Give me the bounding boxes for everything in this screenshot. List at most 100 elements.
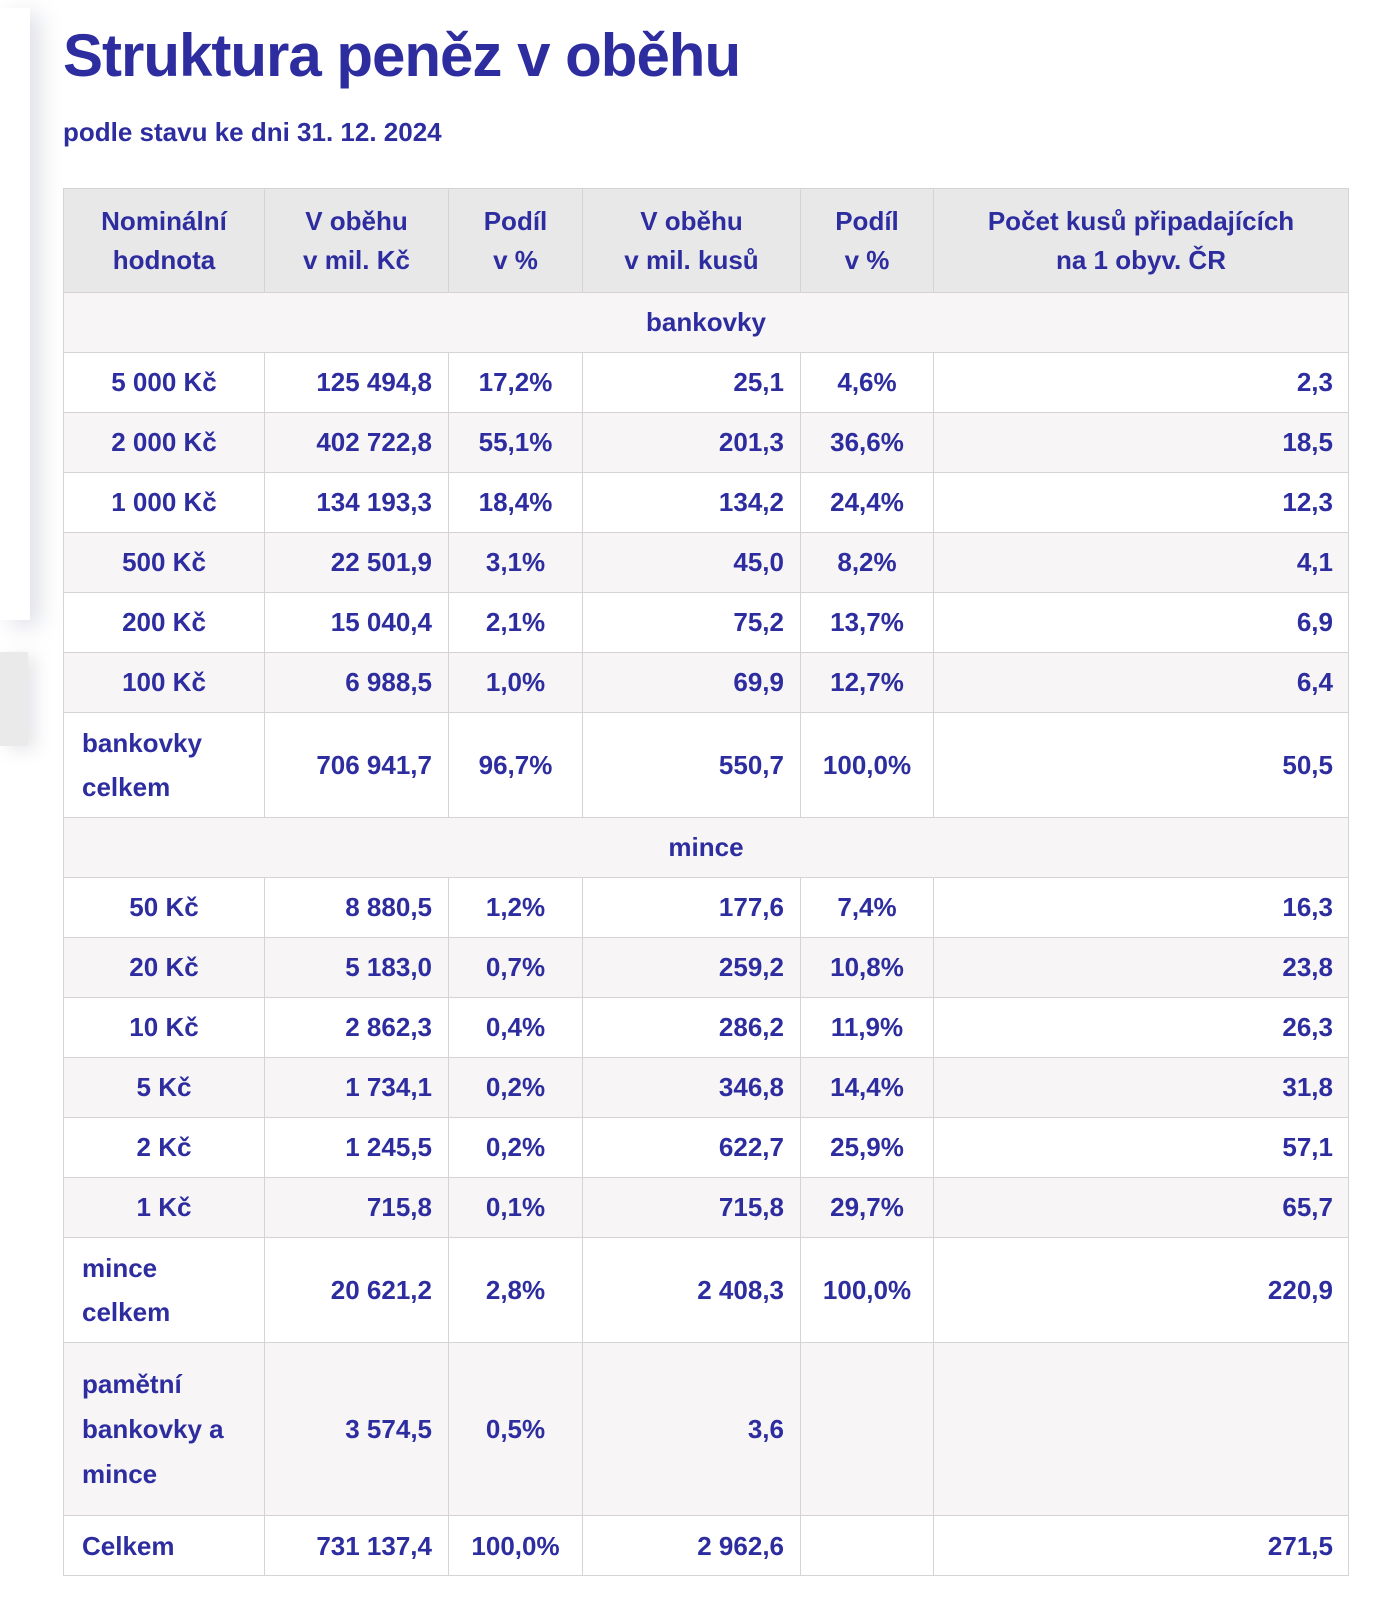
- cell-pieces-per-capita: 57,1: [933, 1117, 1349, 1178]
- cell-nominal-value: mince celkem: [63, 1237, 265, 1343]
- cell-pieces-per-capita: 65,7: [933, 1177, 1349, 1238]
- cell-circulation-mil-pieces: 2 962,6: [582, 1515, 801, 1576]
- cell-nominal-value: 2 Kč: [63, 1117, 265, 1178]
- cell-pieces-per-capita: 6,9: [933, 592, 1349, 653]
- cell-share-pct-pieces: [800, 1342, 934, 1516]
- cell-nominal-value: 2 000 Kč: [63, 412, 265, 473]
- cell-share-pct-kc: 55,1%: [448, 412, 583, 473]
- table-row: 50 Kč 8 880,5 1,2% 177,6 7,4% 16,3: [63, 877, 1349, 938]
- cell-share-pct-pieces: 11,9%: [800, 997, 934, 1058]
- cell-circulation-mil-pieces: 3,6: [582, 1342, 801, 1516]
- cell-share-pct-kc: 17,2%: [448, 352, 583, 413]
- cell-circulation-mil-kc: 22 501,9: [264, 532, 449, 593]
- money-structure-table: Nominální hodnota V oběhu v mil. Kč Podí…: [63, 188, 1349, 1576]
- cell-share-pct-pieces: 10,8%: [800, 937, 934, 998]
- cell-share-pct-pieces: 24,4%: [800, 472, 934, 533]
- cell-nominal-value: 5 Kč: [63, 1057, 265, 1118]
- cell-share-pct-kc: 0,5%: [448, 1342, 583, 1516]
- cell-nominal-value: bankovky celkem: [63, 712, 265, 818]
- table-row: 5 000 Kč 125 494,8 17,2% 25,1 4,6% 2,3: [63, 352, 1349, 413]
- table-row: 500 Kč 22 501,9 3,1% 45,0 8,2% 4,1: [63, 532, 1349, 593]
- cell-nominal-value: 1 Kč: [63, 1177, 265, 1238]
- section-row: mince: [63, 817, 1349, 878]
- cell-share-pct-kc: 2,8%: [448, 1237, 583, 1343]
- column-header-share-pct-pieces: Podíl v %: [800, 188, 934, 293]
- cell-nominal-value: 20 Kč: [63, 937, 265, 998]
- cell-pieces-per-capita: 26,3: [933, 997, 1349, 1058]
- as-of-date-subtitle: podle stavu ke dni 31. 12. 2024: [63, 117, 442, 147]
- cell-circulation-mil-pieces: 177,6: [582, 877, 801, 938]
- total-row: mince celkem 20 621,2 2,8% 2 408,3 100,0% 220…: [63, 1237, 1349, 1343]
- cell-pieces-per-capita: 50,5: [933, 712, 1349, 818]
- cell-circulation-mil-pieces: 2 408,3: [582, 1237, 801, 1343]
- cell-circulation-mil-pieces: 201,3: [582, 412, 801, 473]
- cell-nominal-value: 1 000 Kč: [63, 472, 265, 533]
- cell-circulation-mil-kc: 125 494,8: [264, 352, 449, 413]
- cell-circulation-mil-kc: 134 193,3: [264, 472, 449, 533]
- total-row: bankovky celkem 706 941,7 96,7% 550,7 100,0%…: [63, 712, 1349, 818]
- table-row: 100 Kč 6 988,5 1,0% 69,9 12,7% 6,4: [63, 652, 1349, 713]
- section-row: bankovky: [63, 292, 1349, 353]
- cell-share-pct-kc: 1,0%: [448, 652, 583, 713]
- cell-share-pct-pieces: 7,4%: [800, 877, 934, 938]
- cell-circulation-mil-pieces: 45,0: [582, 532, 801, 593]
- cell-share-pct-pieces: [800, 1515, 934, 1576]
- table-row: 10 Kč 2 862,3 0,4% 286,2 11,9% 26,3: [63, 997, 1349, 1058]
- cell-circulation-mil-kc: 8 880,5: [264, 877, 449, 938]
- cell-circulation-mil-kc: 731 137,4: [264, 1515, 449, 1576]
- cell-circulation-mil-pieces: 75,2: [582, 592, 801, 653]
- cell-nominal-value: 5 000 Kč: [63, 352, 265, 413]
- cell-share-pct-pieces: 14,4%: [800, 1057, 934, 1118]
- column-header-circulation-mil-kc: V oběhu v mil. Kč: [264, 188, 449, 293]
- cell-share-pct-kc: 18,4%: [448, 472, 583, 533]
- cell-pieces-per-capita: 12,3: [933, 472, 1349, 533]
- cell-share-pct-pieces: 4,6%: [800, 352, 934, 413]
- cell-circulation-mil-pieces: 550,7: [582, 712, 801, 818]
- cell-nominal-value: pamětní bankovky a mince: [63, 1342, 265, 1516]
- cell-circulation-mil-kc: 1 245,5: [264, 1117, 449, 1178]
- cell-circulation-mil-kc: 2 862,3: [264, 997, 449, 1058]
- cell-pieces-per-capita: 4,1: [933, 532, 1349, 593]
- cell-circulation-mil-kc: 706 941,7: [264, 712, 449, 818]
- table-body: bankovky 5 000 Kč 125 494,8 17,2% 25,1 4,6% 2,…: [63, 292, 1349, 1576]
- cell-share-pct-pieces: 8,2%: [800, 532, 934, 593]
- main-content: Struktura peněz v oběhu podle stavu ke d…: [63, 0, 1349, 1576]
- cell-pieces-per-capita: 6,4: [933, 652, 1349, 713]
- cell-share-pct-pieces: 100,0%: [800, 712, 934, 818]
- cell-share-pct-kc: 0,2%: [448, 1057, 583, 1118]
- cell-pieces-per-capita: 18,5: [933, 412, 1349, 473]
- column-header-nominal-value: Nominální hodnota: [63, 188, 265, 293]
- cell-circulation-mil-pieces: 134,2: [582, 472, 801, 533]
- cell-share-pct-kc: 3,1%: [448, 532, 583, 593]
- table-row: 1 Kč 715,8 0,1% 715,8 29,7% 65,7: [63, 1177, 1349, 1238]
- cell-circulation-mil-kc: 20 621,2: [264, 1237, 449, 1343]
- cell-circulation-mil-kc: 5 183,0: [264, 937, 449, 998]
- header-row: Nominální hodnota V oběhu v mil. Kč Podí…: [63, 188, 1349, 293]
- section-label: bankovky: [63, 292, 1349, 353]
- cell-pieces-per-capita: 2,3: [933, 352, 1349, 413]
- cell-nominal-value: 10 Kč: [63, 997, 265, 1058]
- cell-share-pct-pieces: 36,6%: [800, 412, 934, 473]
- table-header: Nominální hodnota V oběhu v mil. Kč Podí…: [63, 188, 1349, 293]
- table-row: 200 Kč 15 040,4 2,1% 75,2 13,7% 6,9: [63, 592, 1349, 653]
- left-page-edge-box-artifact: [0, 652, 28, 746]
- total-row: pamětní bankovky a mince 3 574,5 0,5% 3,6: [63, 1342, 1349, 1516]
- cell-share-pct-pieces: 12,7%: [800, 652, 934, 713]
- cell-nominal-value: 100 Kč: [63, 652, 265, 713]
- table-row: 5 Kč 1 734,1 0,2% 346,8 14,4% 31,8: [63, 1057, 1349, 1118]
- cell-pieces-per-capita: [933, 1342, 1349, 1516]
- cell-circulation-mil-kc: 1 734,1: [264, 1057, 449, 1118]
- cell-circulation-mil-kc: 402 722,8: [264, 412, 449, 473]
- cell-share-pct-kc: 96,7%: [448, 712, 583, 818]
- cell-pieces-per-capita: 23,8: [933, 937, 1349, 998]
- cell-share-pct-kc: 0,2%: [448, 1117, 583, 1178]
- cell-circulation-mil-pieces: 259,2: [582, 937, 801, 998]
- column-header-circulation-mil-pieces: V oběhu v mil. kusů: [582, 188, 801, 293]
- cell-circulation-mil-pieces: 69,9: [582, 652, 801, 713]
- table-row: 20 Kč 5 183,0 0,7% 259,2 10,8% 23,8: [63, 937, 1349, 998]
- cell-share-pct-kc: 2,1%: [448, 592, 583, 653]
- cell-share-pct-kc: 1,2%: [448, 877, 583, 938]
- cell-share-pct-kc: 0,7%: [448, 937, 583, 998]
- cell-circulation-mil-kc: 15 040,4: [264, 592, 449, 653]
- cell-nominal-value: Celkem: [63, 1515, 265, 1576]
